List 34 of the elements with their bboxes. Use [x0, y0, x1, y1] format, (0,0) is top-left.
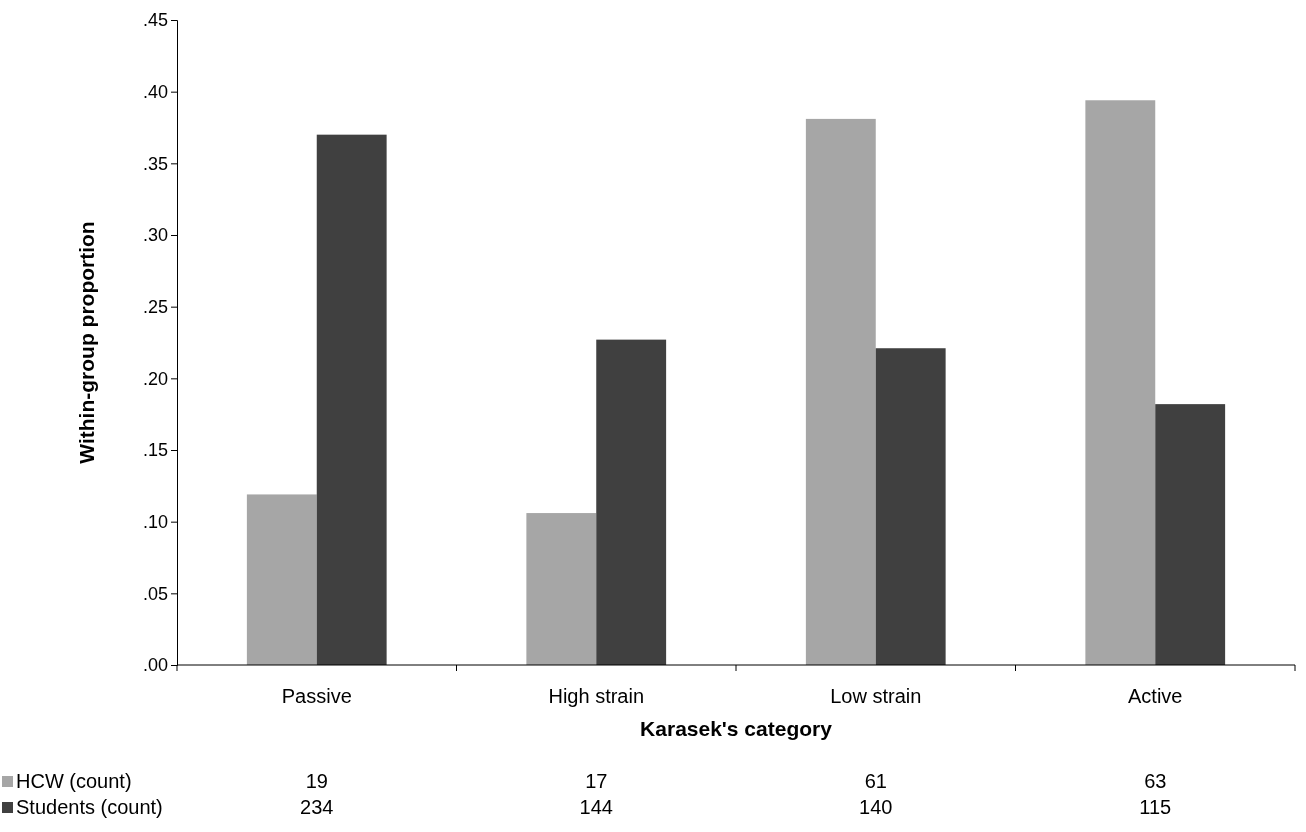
y-tick-label: .45 — [142, 10, 168, 31]
text: 234 — [300, 796, 334, 818]
y-tick-label: .30 — [142, 225, 168, 246]
y-tick-label: .35 — [142, 153, 168, 174]
text: 19 — [305, 770, 328, 792]
x-tick-label: Active — [1128, 685, 1183, 707]
bar — [875, 348, 946, 665]
bar — [526, 513, 597, 665]
bar — [1155, 404, 1226, 665]
bar — [596, 339, 667, 665]
x-tick-label: Low strain — [830, 685, 922, 707]
y-tick-label: .10 — [142, 511, 168, 532]
y-tick-label: .15 — [142, 440, 168, 461]
y-tick-label: .20 — [142, 368, 168, 389]
y-tick-label: .40 — [142, 81, 168, 102]
text: 144 — [579, 796, 613, 818]
legend-label: Students (count) — [16, 796, 163, 818]
x-tick-label: Passive — [281, 685, 352, 707]
bar — [805, 118, 876, 665]
x-tick-label: High strain — [548, 685, 645, 707]
text: 115 — [1139, 796, 1172, 818]
text: 140 — [859, 796, 893, 818]
text: 61 — [864, 770, 887, 792]
bar — [316, 134, 387, 665]
bar — [1085, 100, 1156, 665]
y-tick-label: .05 — [142, 583, 168, 604]
legend-label: HCW (count) — [16, 770, 132, 792]
y-axis-title: Within-group proportion — [75, 221, 98, 464]
x-axis-title: Karasek's category — [640, 717, 833, 740]
y-tick-label: .00 — [142, 655, 168, 676]
bar — [246, 494, 317, 665]
text: 17 — [585, 770, 608, 792]
text: 63 — [1144, 770, 1167, 792]
y-tick-label: .25 — [142, 296, 168, 317]
